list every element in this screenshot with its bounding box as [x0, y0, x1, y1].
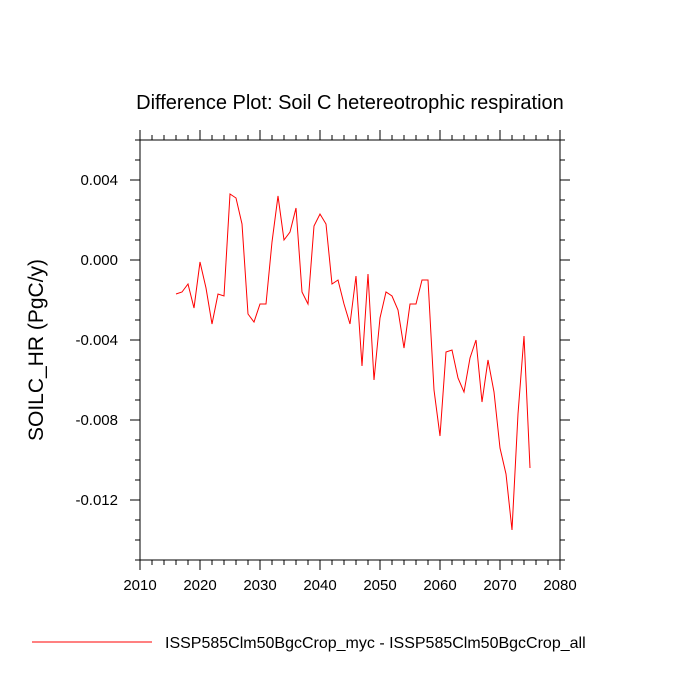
- x-tick-label: 2020: [183, 577, 216, 594]
- y-tick-label: -0.012: [75, 492, 118, 509]
- y-tick-label: 0.000: [80, 252, 118, 269]
- x-tick-label: 2060: [423, 577, 456, 594]
- y-axis-label: SOILC_HR (PgC/y): [25, 259, 48, 441]
- y-tick-label: -0.004: [75, 332, 118, 349]
- x-tick-label: 2030: [243, 577, 276, 594]
- axis-tick-labels: 2010 2020 2030 2040 2050 2060 2070 2080 0.004 0.0…: [75, 172, 576, 594]
- legend: ISSP585Clm50BgcCrop_myc - ISSP585Clm50Bg…: [32, 635, 586, 652]
- y-tick-label: 0.004: [80, 172, 118, 189]
- plot-frame: [139, 139, 561, 561]
- x-tick-label: 2010: [123, 577, 156, 594]
- chart-title: Difference Plot: Soil C hetereotrophic r…: [136, 92, 564, 114]
- x-tick-label: 2070: [483, 577, 516, 594]
- legend-label: ISSP585Clm50BgcCrop_myc - ISSP585Clm50Bg…: [165, 635, 586, 652]
- axis-ticks: [130, 130, 570, 570]
- series-layer: [175, 193, 531, 531]
- series-line: [175, 193, 531, 531]
- y-tick-label: -0.008: [75, 412, 118, 429]
- x-tick-label: 2080: [543, 577, 576, 594]
- x-tick-label: 2040: [303, 577, 336, 594]
- x-tick-label: 2050: [363, 577, 396, 594]
